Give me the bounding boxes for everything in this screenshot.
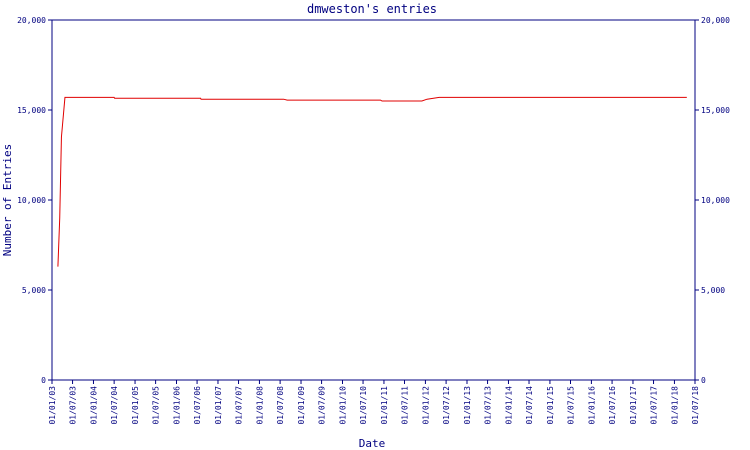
- plot-frame: [51, 19, 696, 381]
- x-tick-label: 01/01/09: [297, 386, 306, 425]
- x-tick-label: 01/07/03: [69, 386, 78, 425]
- x-tick-label: 01/01/15: [546, 386, 555, 425]
- x-tick-label: 01/07/16: [608, 386, 617, 425]
- x-tick-label: 01/07/08: [276, 386, 285, 425]
- x-tick-label: 01/07/17: [650, 386, 659, 425]
- y-axis-label: Number of Entries: [1, 144, 14, 257]
- x-tick-label: 01/07/10: [359, 386, 368, 425]
- x-tick-label: 01/07/07: [235, 386, 244, 425]
- x-tick-label: 01/07/09: [318, 386, 327, 425]
- y-tick-label: 0: [41, 376, 46, 385]
- x-tick-label: 01/01/05: [131, 386, 140, 425]
- x-tick-label: 01/01/07: [214, 386, 223, 425]
- y2-tick-label: 20,000: [701, 16, 730, 25]
- y-tick-label: 10,000: [17, 196, 46, 205]
- x-tick-label: 01/07/12: [442, 386, 451, 425]
- x-tick-label: 01/01/14: [504, 386, 513, 425]
- y2-tick-label: 10,000: [701, 196, 730, 205]
- x-tick-label: 01/01/03: [48, 386, 57, 425]
- x-tick-label: 01/07/05: [152, 386, 161, 425]
- x-tick-label: 01/07/14: [525, 386, 534, 425]
- data-line: [57, 96, 687, 267]
- y2-tick-label: 15,000: [701, 106, 730, 115]
- x-tick-label: 01/07/06: [193, 386, 202, 425]
- y-tick-label: 15,000: [17, 106, 46, 115]
- x-axis-label: Date: [359, 437, 386, 450]
- x-tick-label: 01/07/04: [110, 386, 119, 425]
- x-tick-label: 01/01/13: [463, 386, 472, 425]
- y-tick-label: 5,000: [22, 286, 46, 295]
- x-tick-label: 01/07/18: [691, 386, 700, 425]
- x-tick-label: 01/01/12: [421, 386, 430, 425]
- x-tick-label: 01/07/15: [566, 386, 575, 425]
- x-tick-label: 01/01/11: [380, 386, 389, 425]
- y-tick-label: 20,000: [17, 16, 46, 25]
- x-tick-label: 01/07/11: [401, 386, 410, 425]
- chart-title: dmweston's entries: [307, 2, 437, 16]
- x-tick-label: 01/01/10: [338, 386, 347, 425]
- x-tick-label: 01/01/17: [629, 386, 638, 425]
- x-tick-label: 01/01/04: [89, 386, 98, 425]
- x-tick-label: 01/01/18: [670, 386, 679, 425]
- x-tick-label: 01/01/06: [173, 386, 182, 425]
- x-tick-label: 01/01/08: [255, 386, 264, 425]
- y2-tick-label: 0: [701, 376, 706, 385]
- y2-tick-label: 5,000: [701, 286, 725, 295]
- x-tick-label: 01/01/16: [587, 386, 596, 425]
- x-tick-label: 01/07/13: [484, 386, 493, 425]
